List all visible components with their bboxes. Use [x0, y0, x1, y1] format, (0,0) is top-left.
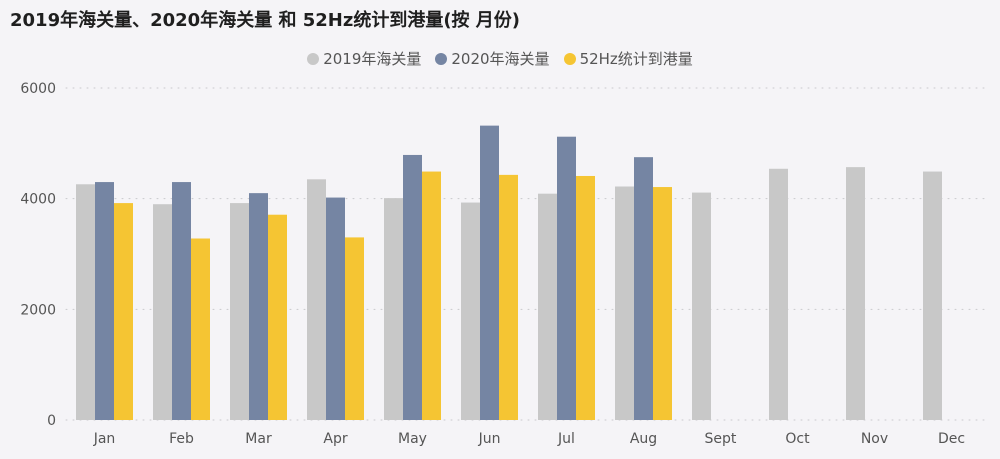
legend-swatch-52hz [563, 52, 576, 65]
x-tick-label: Aug [630, 431, 657, 447]
bar-aug-series-0 [615, 186, 634, 420]
legend-item-52hz[interactable]: 52Hz统计到港量 [563, 48, 693, 69]
x-tick-label: Feb [169, 431, 194, 447]
bar-apr-series-1 [326, 197, 345, 420]
x-tick-label: Jul [557, 431, 575, 447]
x-tick-label: Nov [861, 431, 888, 447]
x-tick-label: Jan [93, 431, 116, 447]
legend: 2019年海关量 2020年海关量 52Hz统计到港量 [0, 48, 1000, 69]
legend-item-2019[interactable]: 2019年海关量 [307, 48, 421, 69]
x-tick-label: Jun [478, 431, 501, 447]
y-tick-label: 2000 [20, 302, 56, 318]
bar-may-series-0 [384, 198, 403, 420]
bar-jul-series-2 [576, 175, 595, 420]
bar-jan-series-0 [76, 184, 95, 420]
bar-mar-series-2 [268, 214, 287, 420]
legend-label-2020: 2020年海关量 [451, 50, 550, 68]
x-tick-label: Sept [705, 431, 737, 447]
chart-title: 2019年海关量、2020年海关量 和 52Hz统计到港量(按 月份) [10, 10, 521, 31]
x-tick-label: Dec [938, 431, 965, 447]
bar-may-series-1 [403, 154, 422, 420]
y-tick-label: 0 [47, 413, 56, 429]
legend-label-2019: 2019年海关量 [323, 50, 422, 68]
bar-feb-series-2 [191, 238, 210, 420]
bar-jun-series-1 [480, 125, 499, 421]
y-tick-label: 4000 [20, 192, 56, 208]
bar-apr-series-0 [307, 179, 326, 420]
x-tick-label: Oct [785, 431, 810, 447]
bar-jul-series-0 [538, 193, 557, 420]
legend-swatch-2019 [307, 52, 320, 65]
bar-feb-series-1 [172, 182, 191, 420]
bar-jun-series-2 [499, 174, 518, 420]
x-tick-label: May [398, 431, 427, 447]
bar-jun-series-0 [461, 202, 480, 420]
bar-mar-series-0 [230, 203, 249, 420]
bar-jul-series-1 [557, 136, 576, 420]
x-tick-label: Mar [245, 431, 272, 447]
bar-mar-series-1 [249, 193, 268, 420]
bar-apr-series-2 [345, 237, 364, 420]
y-tick-label: 6000 [20, 81, 56, 97]
bar-oct-series-0 [769, 168, 788, 420]
bar-feb-series-0 [153, 204, 172, 420]
legend-item-2020[interactable]: 2020年海关量 [435, 48, 550, 69]
bar-may-series-2 [422, 171, 441, 420]
bar-dec-series-0 [923, 171, 942, 420]
legend-label-52hz: 52Hz统计到港量 [579, 50, 693, 68]
bar-nov-series-0 [846, 167, 865, 420]
bar-jan-series-1 [95, 182, 114, 420]
x-tick-label: Apr [323, 431, 347, 447]
bar-aug-series-2 [653, 187, 672, 420]
bar-aug-series-1 [634, 157, 653, 420]
bar-sept-series-0 [692, 192, 711, 420]
legend-swatch-2020 [435, 52, 448, 65]
bar-jan-series-2 [114, 203, 133, 420]
